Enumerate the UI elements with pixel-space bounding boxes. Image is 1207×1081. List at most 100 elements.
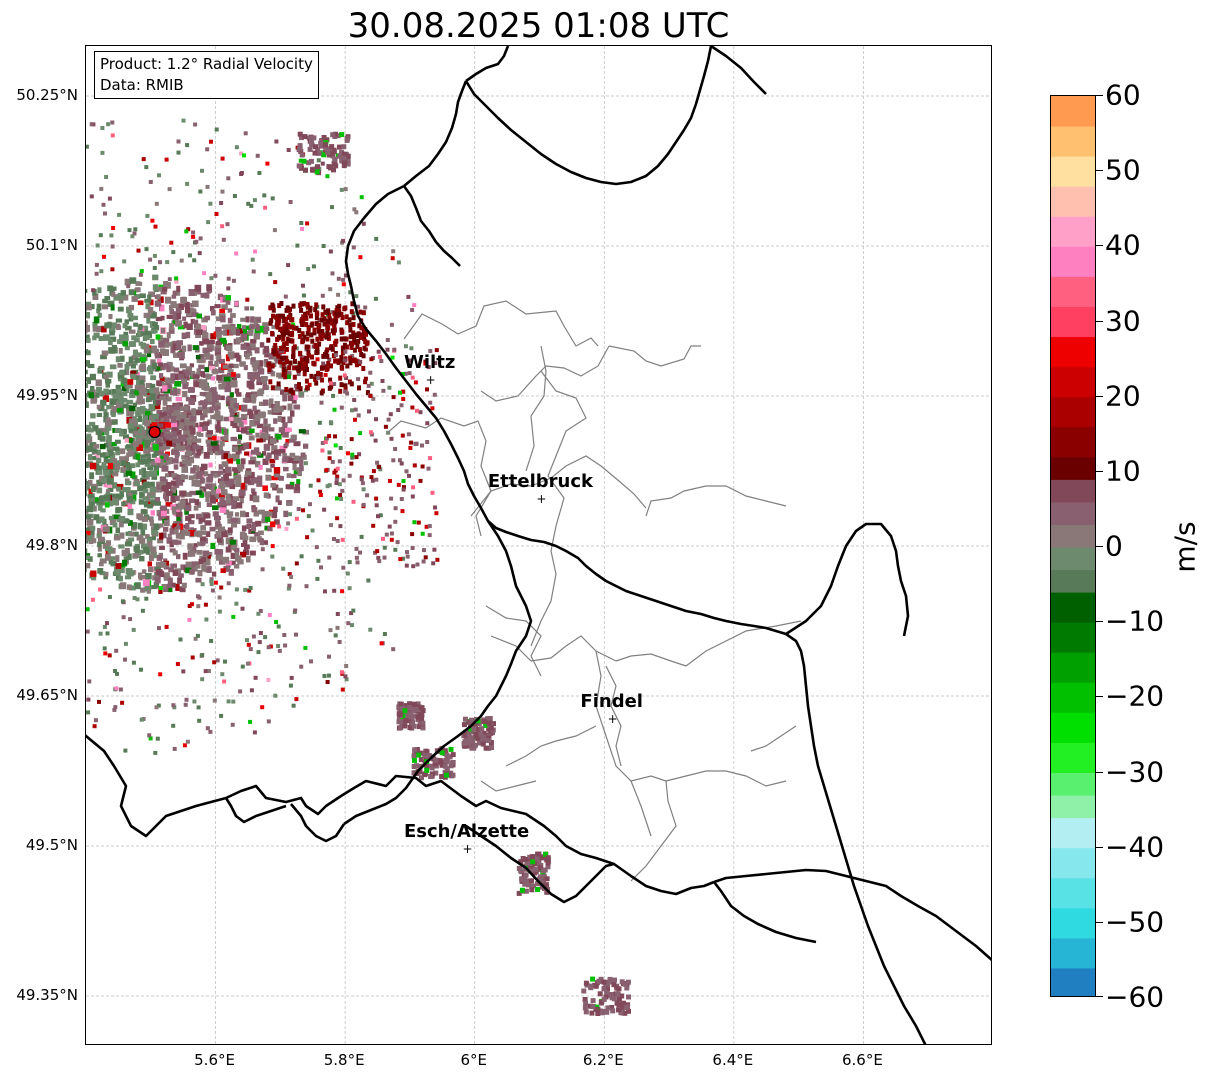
- colorbar-tick-label: 50: [1105, 153, 1141, 187]
- echo-pixel: [425, 387, 429, 392]
- echo-pixel: [328, 628, 333, 633]
- echo-pixel: [276, 353, 281, 359]
- echo-pixel: [398, 725, 404, 731]
- echo-pixel: [104, 553, 111, 561]
- echo-pixel: [117, 363, 123, 368]
- echo-pixel: [284, 340, 289, 346]
- echo-pixel: [111, 441, 117, 447]
- echo-pixel: [225, 466, 232, 474]
- echo-pixel: [138, 416, 143, 422]
- echo-pixel: [125, 465, 132, 471]
- echo-pixel: [340, 155, 346, 161]
- echo-pixel: [168, 327, 175, 334]
- echo-pixel: [228, 363, 234, 368]
- echo-pixel: [534, 855, 540, 861]
- colorbar-tick-label: 60: [1105, 78, 1141, 112]
- echo-pixel: [325, 347, 330, 353]
- echo-pixel: [219, 585, 224, 590]
- echo-pixel: [150, 510, 155, 516]
- echo-pixel: [171, 294, 177, 299]
- echo-pixel: [153, 750, 158, 755]
- product-info-box: Product: 1.2° Radial Velocity Data: RMIB: [94, 51, 319, 99]
- echo-pixel: [139, 380, 145, 385]
- echo-pixel: [536, 851, 542, 857]
- echo-pixel: [228, 496, 234, 503]
- echo-pixel: [115, 563, 122, 569]
- colorbar-tick-label: 10: [1105, 454, 1141, 488]
- echo-pixel: [292, 374, 297, 380]
- echo-pixel: [130, 463, 136, 469]
- echo-pixel: [96, 533, 102, 539]
- colorbar-segment: [1051, 456, 1095, 480]
- echo-pixel: [106, 481, 113, 488]
- echo-pixel: [314, 302, 319, 308]
- echo-pixel: [524, 860, 530, 866]
- echo-pixel: [418, 410, 423, 415]
- echo-pixel: [481, 730, 487, 736]
- echo-pixel: [210, 414, 217, 419]
- echo-pixel: [277, 524, 282, 529]
- echo-pixel: [235, 329, 241, 336]
- echo-pixel: [145, 213, 150, 218]
- echo-pixel: [223, 474, 229, 481]
- echo-pixel: [156, 703, 161, 708]
- echo-pixel: [162, 385, 168, 392]
- echo-pixel: [257, 475, 263, 483]
- echo-pixel: [110, 322, 117, 329]
- echo-pixel: [439, 762, 445, 768]
- echo-pixel: [114, 428, 122, 433]
- echo-pixel: [127, 492, 133, 499]
- echo-pixel: [96, 470, 103, 475]
- echo-pixel: [151, 536, 156, 541]
- echo-pixel: [246, 330, 253, 336]
- echo-pixel: [200, 413, 205, 420]
- echo-pixel: [100, 452, 106, 458]
- echo-pixel: [523, 872, 529, 878]
- echo-pixel: [139, 269, 144, 274]
- echo-pixel: [243, 442, 250, 450]
- echo-pixel: [248, 460, 256, 465]
- echo-pixel: [282, 342, 286, 348]
- echo-pixel: [401, 479, 406, 483]
- echo-pixel: [182, 474, 189, 480]
- echo-pixel: [150, 218, 155, 223]
- echo-pixel: [173, 442, 181, 450]
- echo-pixel: [227, 518, 233, 524]
- echo-pixel: [156, 554, 163, 561]
- echo-pixel: [297, 470, 302, 477]
- echo-pixel: [141, 331, 149, 337]
- echo-pixel: [339, 187, 344, 192]
- echo-pixel: [122, 259, 127, 264]
- echo-pixel: [104, 296, 111, 301]
- echo-pixel: [180, 445, 185, 451]
- echo-pixel: [378, 467, 383, 472]
- echo-pixel: [316, 558, 321, 563]
- echo-pixel: [104, 425, 110, 430]
- echo-pixel: [420, 720, 426, 726]
- radar-map[interactable]: + + + +: [85, 45, 992, 1045]
- echo-pixel: [134, 357, 140, 363]
- echo-pixel: [334, 481, 339, 485]
- echo-pixel: [298, 456, 304, 461]
- echo-pixel: [196, 550, 203, 555]
- echo-pixel: [244, 398, 249, 403]
- echo-pixel: [295, 387, 301, 392]
- echo-pixel: [120, 467, 126, 473]
- echo-pixel: [191, 234, 196, 239]
- echo-pixel: [177, 577, 183, 584]
- echo-pixel: [194, 465, 199, 472]
- echo-pixel: [101, 326, 107, 333]
- echo-pixel: [196, 410, 203, 415]
- echo-pixel: [127, 379, 134, 385]
- echo-pixel: [333, 633, 338, 638]
- echo-pixel: [391, 458, 396, 463]
- echo-pixel: [93, 444, 100, 449]
- echo-pixel: [239, 496, 244, 504]
- echo-pixel: [148, 736, 153, 741]
- echo-pixel: [208, 444, 215, 451]
- echo-pixel: [320, 329, 325, 334]
- echo-pixel: [108, 314, 113, 320]
- echo-pixel: [329, 345, 333, 351]
- echo-pixel: [220, 189, 225, 194]
- echo-pixel: [536, 876, 542, 882]
